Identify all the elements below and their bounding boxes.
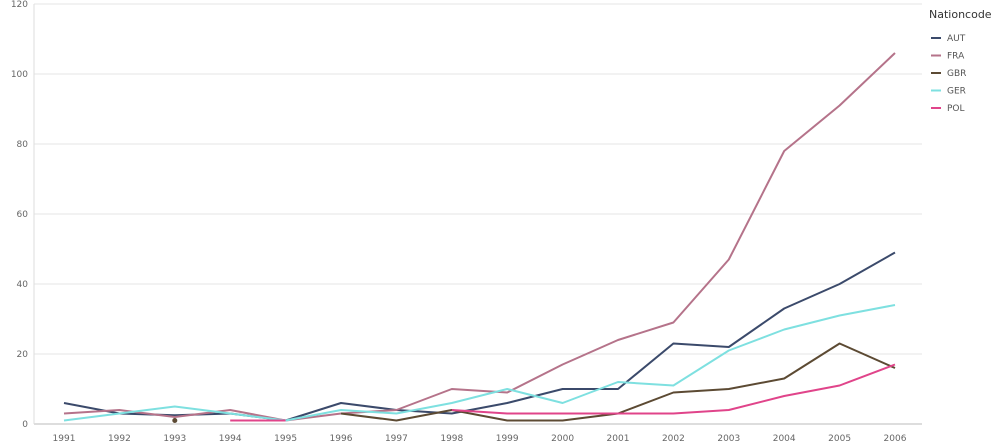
series-lines xyxy=(63,52,896,423)
legend-label: GER xyxy=(947,87,966,97)
legend-item-aut[interactable]: AUT xyxy=(931,34,966,44)
legend-item-pol[interactable]: POL xyxy=(931,104,965,114)
x-tick-label: 2000 xyxy=(551,434,574,444)
series-line-fra xyxy=(63,52,896,422)
y-tick-label: 100 xyxy=(11,70,28,80)
gridlines xyxy=(34,3,922,425)
series-line-ger xyxy=(63,304,896,422)
y-tick-label: 120 xyxy=(11,0,28,10)
series-line-pol xyxy=(451,363,896,415)
x-tick-label: 1998 xyxy=(440,434,463,444)
x-tick-label: 2003 xyxy=(717,434,740,444)
x-tick-label: 2005 xyxy=(828,434,851,444)
x-tick-label: 2002 xyxy=(662,434,685,444)
series-pol xyxy=(230,363,896,422)
legend-label: FRA xyxy=(947,52,965,62)
x-tick-label: 1991 xyxy=(53,434,76,444)
legend-label: GBR xyxy=(947,69,966,79)
x-tick-label: 1997 xyxy=(385,434,408,444)
series-gbr xyxy=(172,342,896,423)
x-tick-label: 1996 xyxy=(330,434,353,444)
y-tick-label: 80 xyxy=(17,140,29,150)
series-fra xyxy=(63,52,896,422)
legend-title: Nationcode xyxy=(929,8,992,21)
legend-item-fra[interactable]: FRA xyxy=(931,52,965,62)
y-tick-label: 60 xyxy=(17,210,29,220)
x-tick-label: 2004 xyxy=(773,434,796,444)
y-tick-label: 20 xyxy=(17,350,29,360)
x-tick-label: 1999 xyxy=(496,434,519,444)
x-tick-label: 1993 xyxy=(163,434,186,444)
series-ger xyxy=(63,304,896,422)
series-point-gbr xyxy=(172,418,178,423)
x-tick-label: 1994 xyxy=(219,434,242,444)
y-tick-label: 0 xyxy=(22,420,28,430)
x-tick-label: 2001 xyxy=(607,434,630,444)
legend-label: POL xyxy=(947,104,965,114)
legend: Nationcode AUT FRA GBR GER POL xyxy=(929,8,992,114)
y-tick-label: 40 xyxy=(17,280,29,290)
legend-item-gbr[interactable]: GBR xyxy=(931,69,966,79)
axes: 0 20 40 60 80 100 120 1991 1992 1993 1994 1995 1996 1… xyxy=(11,0,907,444)
legend-label: AUT xyxy=(947,34,966,44)
x-tick-label: 2006 xyxy=(884,434,907,444)
x-tick-label: 1995 xyxy=(274,434,297,444)
x-tick-label: 1992 xyxy=(108,434,131,444)
legend-item-ger[interactable]: GER xyxy=(931,87,966,97)
